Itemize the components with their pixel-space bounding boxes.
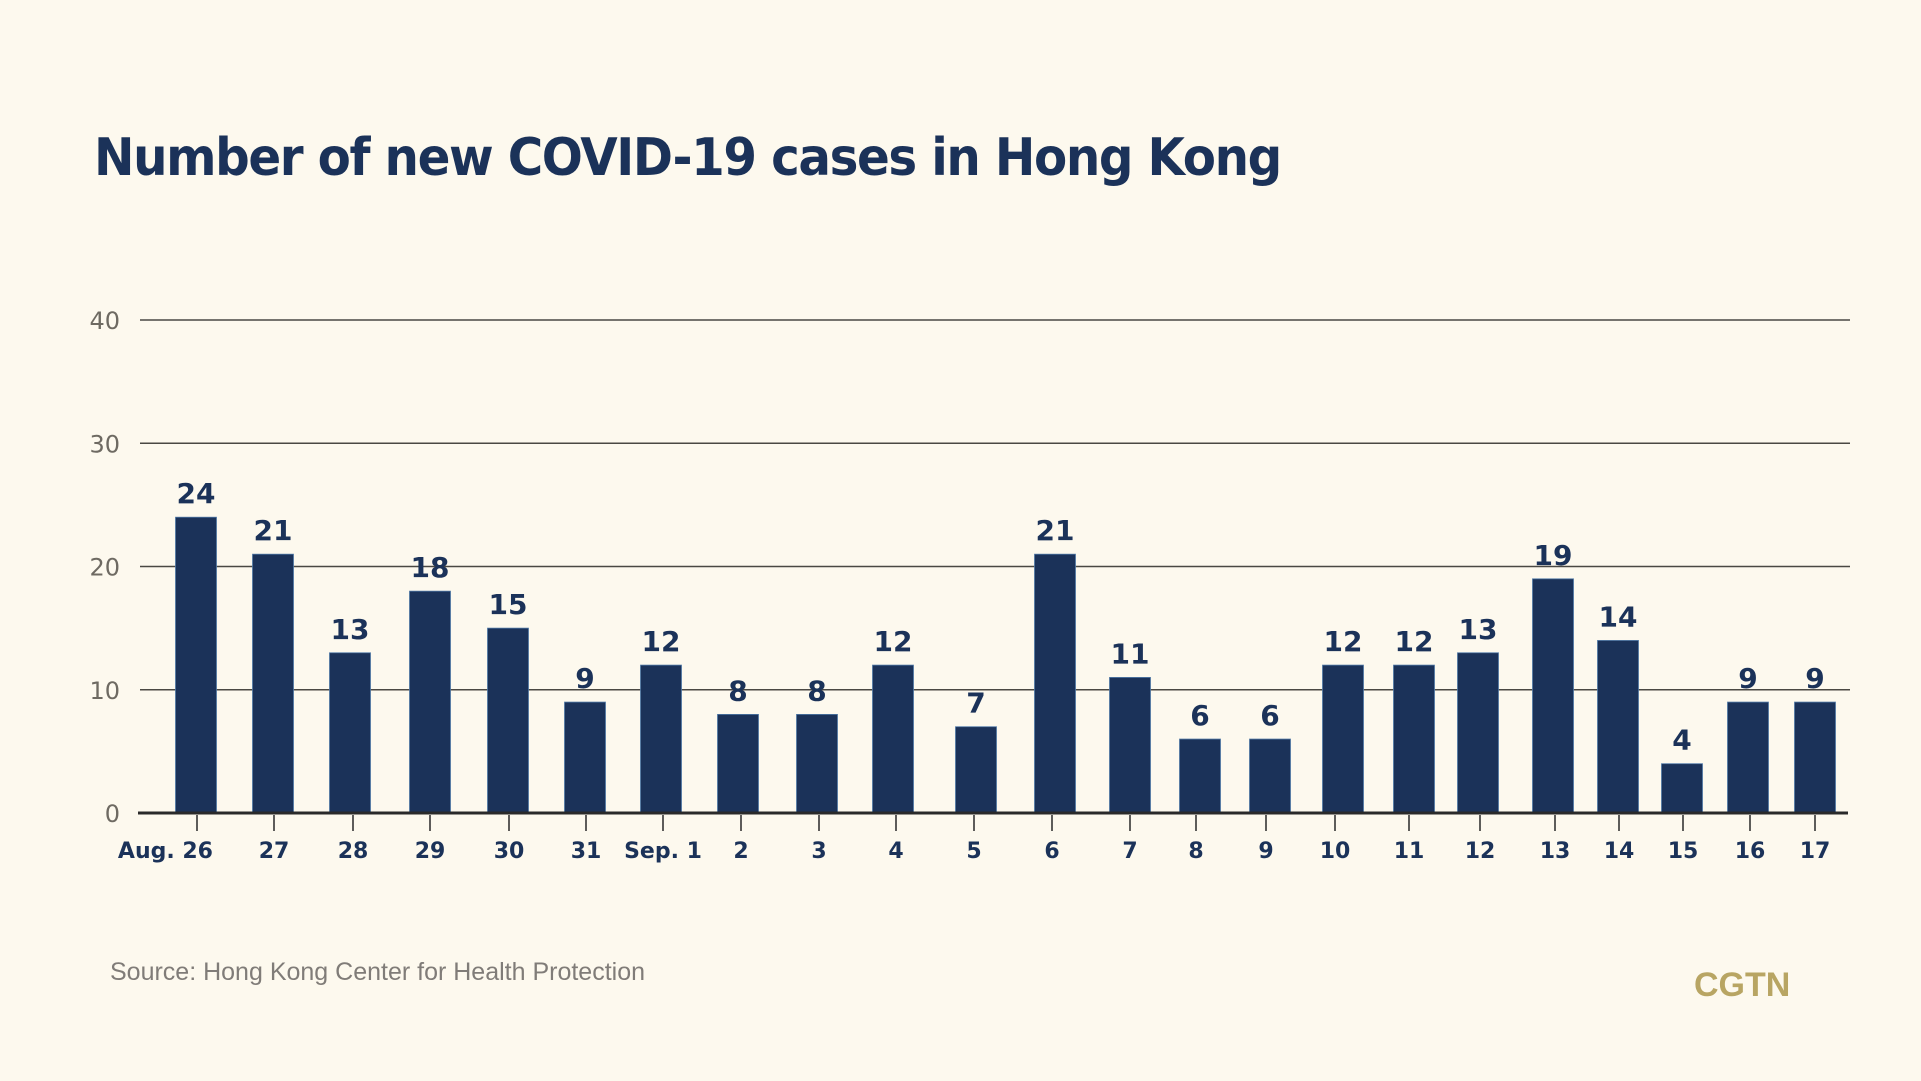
value-label-17: 13	[1459, 613, 1498, 646]
x-tick-label-2: 28	[338, 839, 369, 864]
y-tick-label-20: 20	[89, 554, 120, 582]
bars	[175, 516, 1836, 814]
value-label-16: 12	[1395, 625, 1434, 658]
y-tick-label-10: 10	[89, 677, 120, 705]
bar-12	[1109, 677, 1151, 814]
x-tick-label-14: 9	[1258, 839, 1273, 864]
value-label-13: 6	[1190, 699, 1209, 732]
bar-13	[1179, 738, 1221, 814]
bar-4	[487, 627, 529, 814]
x-tick-label-3: 29	[415, 839, 446, 864]
bar-16	[1393, 664, 1435, 814]
x-tick-label-17: 12	[1465, 839, 1496, 864]
bar-2	[329, 652, 371, 814]
value-label-21: 9	[1738, 662, 1757, 695]
value-label-6: 12	[642, 625, 681, 658]
x-tick-label-21: 16	[1735, 839, 1766, 864]
x-tick-label-6: Sep. 1	[624, 839, 702, 864]
source-note: Source: Hong Kong Center for Health Prot…	[110, 958, 646, 986]
y-axis-tick-labels: 0 10 20 30 40	[89, 307, 120, 828]
cgtn-logo: CGTN	[1694, 966, 1791, 1004]
bar-11	[1034, 553, 1076, 814]
x-tick-label-11: 6	[1044, 839, 1059, 864]
x-tick-label-0: Aug. 26	[118, 839, 213, 864]
bar-8	[796, 714, 838, 814]
value-labels: 24 21 13 18 15 9 12 8 8 12 7 21 11 6 6 12 12 13 19 14 4 9 9	[177, 477, 1825, 757]
value-label-15: 12	[1324, 625, 1363, 658]
x-tick-label-19: 14	[1604, 839, 1635, 864]
value-label-8: 8	[807, 674, 826, 707]
gridlines	[140, 319, 1850, 691]
x-tick-label-4: 30	[494, 839, 525, 864]
x-tick-label-13: 8	[1188, 839, 1203, 864]
value-label-20: 4	[1672, 724, 1691, 757]
value-label-11: 21	[1036, 514, 1075, 547]
x-axis-tick-labels: Aug. 26 27 28 29 30 31 Sep. 1 2 3 4 5 6 7 8 9 10 11 12 13 1…	[118, 839, 1830, 864]
value-label-1: 21	[254, 514, 293, 547]
x-tick-label-20: 15	[1668, 839, 1699, 864]
bar-0	[175, 516, 217, 814]
value-label-14: 6	[1260, 699, 1279, 732]
value-label-7: 8	[728, 674, 747, 707]
bar-19	[1597, 640, 1639, 814]
value-label-0: 24	[177, 477, 216, 510]
x-tick-label-18: 13	[1540, 839, 1571, 864]
value-label-22: 9	[1805, 662, 1824, 695]
value-label-12: 11	[1111, 637, 1150, 670]
value-label-3: 18	[411, 551, 450, 584]
bar-7	[717, 714, 759, 814]
y-tick-label-0: 0	[105, 800, 120, 828]
y-tick-label-30: 30	[89, 430, 120, 458]
bar-14	[1249, 738, 1291, 814]
x-tick-label-16: 11	[1394, 839, 1425, 864]
x-axis	[138, 811, 1848, 831]
x-tick-label-9: 4	[888, 839, 903, 864]
x-tick-label-10: 5	[966, 839, 981, 864]
bar-10	[955, 726, 997, 814]
x-tick-label-12: 7	[1122, 839, 1137, 864]
y-tick-label-40: 40	[89, 307, 120, 335]
bar-3	[409, 590, 451, 814]
bar-20	[1661, 763, 1703, 814]
value-label-2: 13	[331, 613, 370, 646]
value-label-4: 15	[489, 588, 528, 621]
bar-1	[252, 553, 294, 814]
x-tick-label-8: 3	[811, 839, 826, 864]
x-tick-label-5: 31	[571, 839, 602, 864]
bar-18	[1532, 578, 1574, 814]
value-label-18: 19	[1534, 539, 1573, 572]
x-tick-label-7: 2	[733, 839, 748, 864]
bar-22	[1794, 701, 1836, 814]
x-tick-label-15: 10	[1320, 839, 1351, 864]
value-label-9: 12	[874, 625, 913, 658]
bar-6	[640, 664, 682, 814]
bar-15	[1322, 664, 1364, 814]
value-label-5: 9	[575, 662, 594, 695]
x-tick-label-1: 27	[259, 839, 290, 864]
value-label-19: 14	[1599, 600, 1638, 633]
x-tick-label-22: 17	[1800, 839, 1831, 864]
bar-21	[1727, 701, 1769, 814]
chart-title: Number of new COVID-19 cases in Hong Kon…	[94, 128, 1282, 188]
bar-5	[564, 701, 606, 814]
value-label-10: 7	[966, 687, 985, 720]
bar-17	[1457, 652, 1499, 814]
bar-9	[872, 664, 914, 814]
